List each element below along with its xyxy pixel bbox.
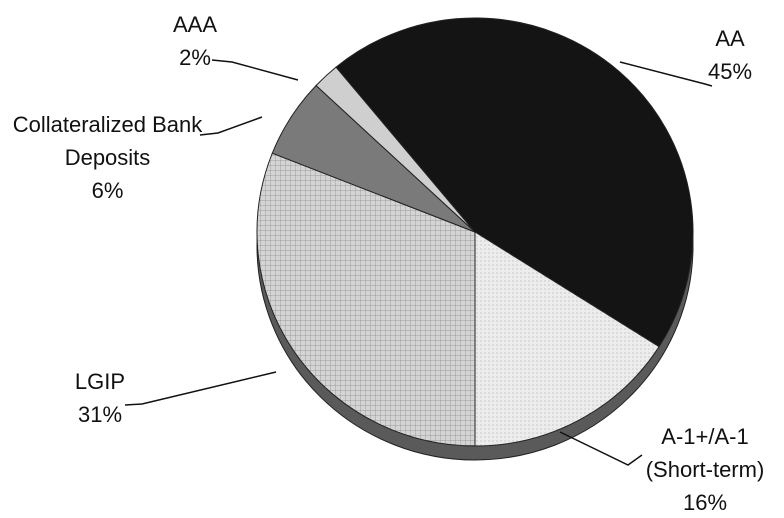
leader-line [211, 59, 299, 81]
slice-value-label: 16% [682, 490, 728, 515]
slice-value-label: 6% [91, 178, 124, 203]
leader-line [199, 116, 263, 136]
leader-line [559, 431, 643, 466]
slice-label: AAA [172, 12, 218, 37]
slice-value-label: 2% [179, 45, 211, 70]
slice-texture [257, 153, 475, 447]
slice-label: Collateralized Bank Deposits [12, 112, 203, 170]
slice-texture [475, 232, 660, 446]
slice-value-label: 31% [77, 402, 123, 427]
leader-line [619, 61, 713, 87]
slice-value-label: 45% [707, 59, 753, 84]
leader-line [124, 371, 277, 406]
slice-label: A-1+/A-1 (Short-term) [645, 424, 765, 482]
pie-slice [335, 17, 694, 348]
slice-label: AA [715, 26, 745, 51]
slice-label: LGIP [74, 369, 126, 394]
